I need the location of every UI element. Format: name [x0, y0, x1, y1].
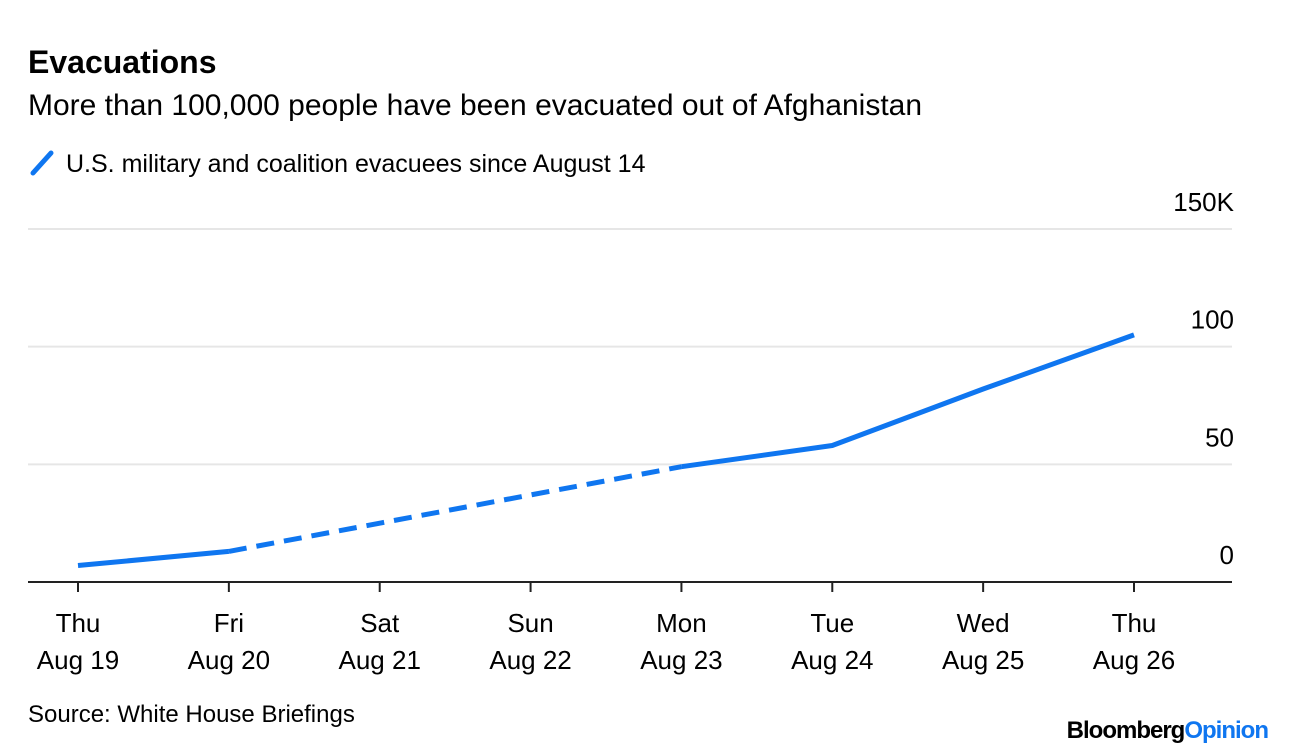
legend-swatch: [30, 150, 54, 176]
x-tick-label: Aug 24: [791, 645, 873, 675]
x-tick-label: Wed: [957, 608, 1010, 638]
y-tick-label: 150K: [1173, 187, 1234, 217]
x-tick-label: Aug 21: [339, 645, 421, 675]
y-tick-label: 100: [1191, 305, 1234, 335]
x-tick-label: Aug 22: [489, 645, 571, 675]
data-line: [681, 332, 1135, 470]
legend-label: U.S. military and coalition evacuees sin…: [66, 150, 646, 178]
y-tick-label: 0: [1220, 540, 1234, 570]
x-tick-label: Sun: [507, 608, 553, 638]
x-tick-label: Mon: [656, 608, 707, 638]
x-tick-label: Aug 19: [37, 645, 119, 675]
chart-subtitle: More than 100,000 people have been evacu…: [28, 89, 922, 122]
x-tick-label: Thu: [56, 608, 101, 638]
x-tick-label: Aug 20: [188, 645, 270, 675]
x-tick-label: Aug 26: [1093, 645, 1175, 675]
y-tick-label: 50: [1205, 422, 1234, 452]
chart-title: Evacuations: [28, 44, 217, 80]
x-tick-label: Thu: [1112, 608, 1157, 638]
brand-section: Opinion: [1184, 717, 1268, 744]
brand-name: Bloomberg: [1067, 717, 1185, 744]
source: Source: White House Briefings: [28, 701, 355, 728]
x-tick-label: Fri: [214, 608, 244, 638]
x-tick-label: Aug 25: [942, 645, 1024, 675]
x-tick-label: Aug 23: [640, 645, 722, 675]
data-line: [77, 548, 230, 569]
data-line: [228, 464, 682, 554]
x-tick-label: Sat: [360, 608, 400, 638]
brand-logo: BloombergOpinion: [1067, 717, 1269, 744]
x-tick-label: Tue: [810, 608, 854, 638]
